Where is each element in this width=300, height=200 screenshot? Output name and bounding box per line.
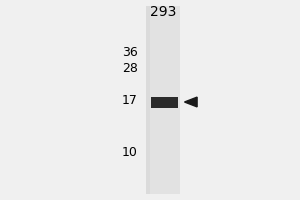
Text: 28: 28 [122, 62, 138, 74]
Polygon shape [184, 97, 197, 107]
Bar [146, 6, 150, 194]
Bar [150, 6, 180, 194]
Text: 293: 293 [150, 5, 177, 19]
Text: 36: 36 [122, 46, 138, 58]
Text: 10: 10 [122, 146, 138, 158]
Bar [151, 97, 178, 108]
Text: 17: 17 [122, 94, 138, 106]
